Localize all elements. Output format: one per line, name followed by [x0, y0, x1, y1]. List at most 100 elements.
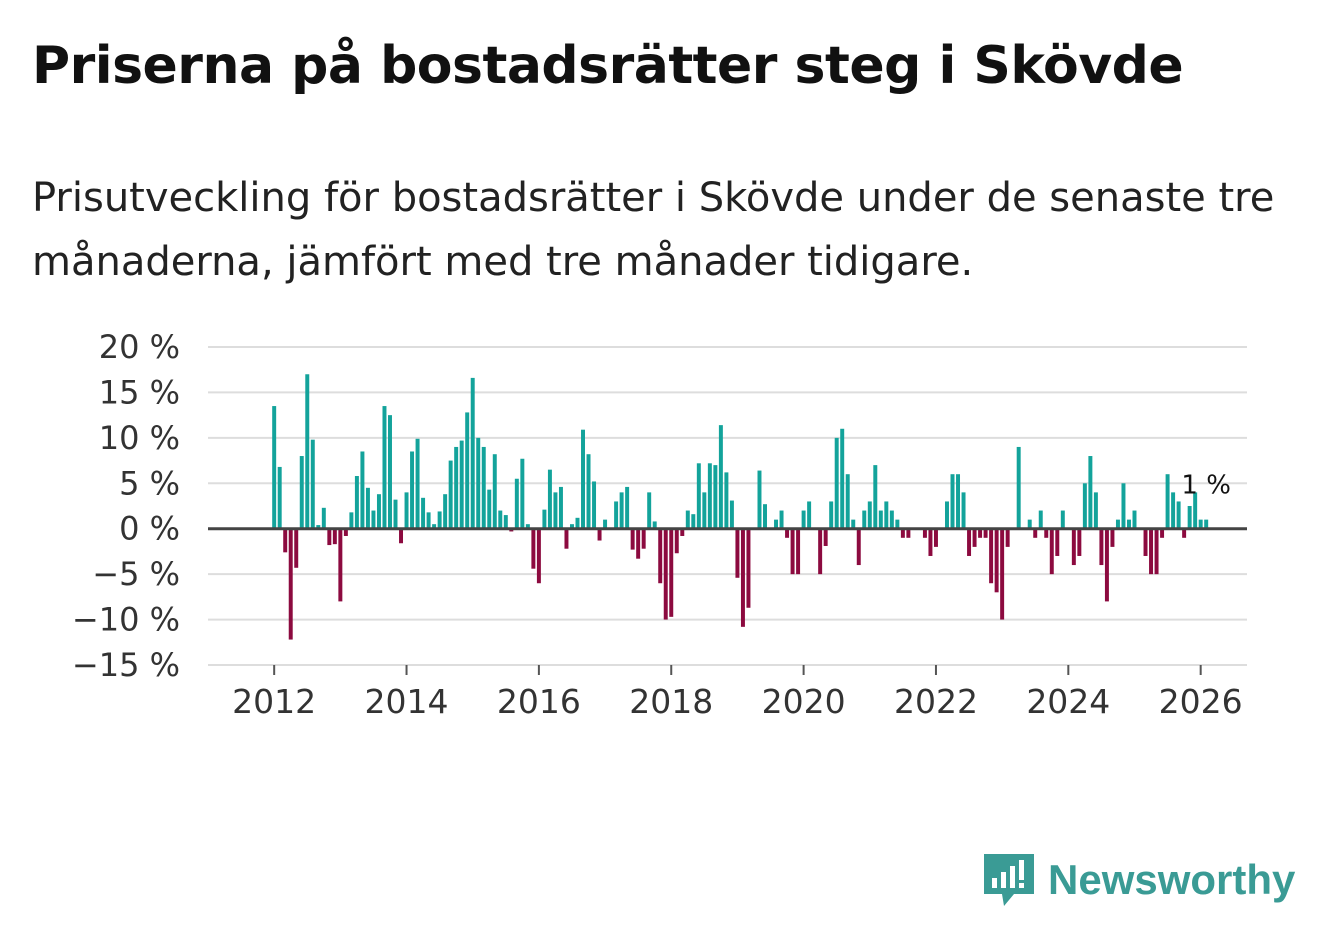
bar	[1176, 501, 1181, 529]
bar	[757, 470, 762, 529]
bar	[685, 510, 690, 529]
bar	[807, 501, 812, 529]
bar	[393, 499, 398, 529]
bar	[481, 446, 486, 529]
x-tick-label: 2024	[1026, 682, 1110, 721]
bar	[283, 528, 288, 553]
bar	[1165, 474, 1170, 529]
bar	[1038, 510, 1043, 529]
x-tick-label: 2012	[232, 682, 316, 721]
bar	[437, 511, 442, 529]
bar	[332, 528, 337, 545]
bar	[636, 528, 641, 559]
bar-series	[272, 374, 1209, 640]
y-tick-label: −15 %	[72, 646, 180, 684]
bar	[454, 446, 459, 529]
bar	[404, 492, 409, 529]
bar	[851, 519, 856, 529]
chart-title: Priserna på bostadsrätter steg i Skövde	[32, 36, 1184, 96]
bar	[415, 438, 420, 529]
bar	[785, 528, 790, 538]
bar	[459, 440, 464, 529]
bar	[305, 374, 310, 529]
bar	[801, 510, 806, 529]
bar	[867, 501, 872, 529]
bar	[586, 454, 591, 529]
bar	[763, 504, 767, 529]
bar	[476, 437, 481, 529]
bar	[735, 528, 740, 578]
bar	[895, 519, 900, 529]
bar	[288, 528, 293, 640]
bar	[619, 492, 624, 529]
bar	[702, 492, 707, 529]
bar	[354, 476, 359, 529]
bar	[1093, 492, 1098, 529]
bar	[945, 501, 949, 529]
bar	[972, 528, 977, 547]
bar	[1160, 528, 1165, 538]
bar	[487, 489, 492, 529]
newsworthy-chart-bubble-icon	[984, 854, 1034, 906]
bar	[691, 514, 696, 529]
bar	[829, 501, 834, 529]
bar	[1115, 519, 1120, 529]
bar	[525, 524, 530, 529]
y-tick-label: 10 %	[99, 419, 180, 457]
bar	[1005, 528, 1010, 547]
bar	[498, 510, 503, 529]
bar	[542, 509, 547, 529]
bar	[669, 528, 674, 617]
bar	[740, 528, 745, 627]
bar	[558, 486, 563, 529]
y-tick-label: 0 %	[119, 510, 180, 548]
bar	[834, 437, 839, 529]
bar	[658, 528, 663, 584]
bar	[1154, 528, 1159, 575]
bar	[978, 528, 983, 538]
bar	[718, 425, 723, 529]
bar	[1149, 528, 1154, 575]
bar	[1126, 519, 1131, 529]
bar	[1132, 510, 1137, 529]
bar	[614, 501, 619, 529]
bar	[652, 521, 657, 529]
bar	[536, 528, 541, 584]
bar	[900, 528, 905, 538]
bar	[564, 528, 569, 549]
bar	[779, 510, 784, 529]
bar	[443, 494, 448, 529]
bar	[349, 512, 354, 529]
bar	[1193, 492, 1198, 529]
bar	[906, 528, 911, 538]
bar	[1099, 528, 1104, 566]
bar	[575, 517, 580, 529]
bar	[1182, 528, 1187, 538]
bar	[796, 528, 801, 575]
bar	[382, 406, 387, 529]
bar	[1198, 519, 1203, 529]
bar	[1000, 528, 1005, 620]
bar	[641, 528, 646, 549]
bar	[873, 465, 878, 529]
bar	[310, 439, 315, 529]
bar	[553, 492, 558, 529]
bar	[1055, 528, 1060, 556]
bar	[514, 478, 519, 529]
bar	[674, 528, 679, 554]
bar	[928, 528, 933, 556]
bar	[531, 528, 536, 569]
bar	[790, 528, 795, 575]
bar	[961, 492, 966, 529]
bar	[1033, 528, 1038, 538]
bar	[371, 510, 376, 529]
bar	[343, 528, 348, 536]
y-tick-label: −5 %	[92, 555, 180, 593]
x-tick-label: 2014	[365, 682, 449, 721]
bar	[856, 528, 861, 566]
chart-subtitle: Prisutveckling för bostadsrätter i Skövd…	[32, 175, 1275, 285]
bar	[388, 415, 392, 529]
bar	[729, 500, 734, 529]
brand-name: Newsworthy	[1048, 856, 1296, 903]
bar	[592, 481, 597, 529]
